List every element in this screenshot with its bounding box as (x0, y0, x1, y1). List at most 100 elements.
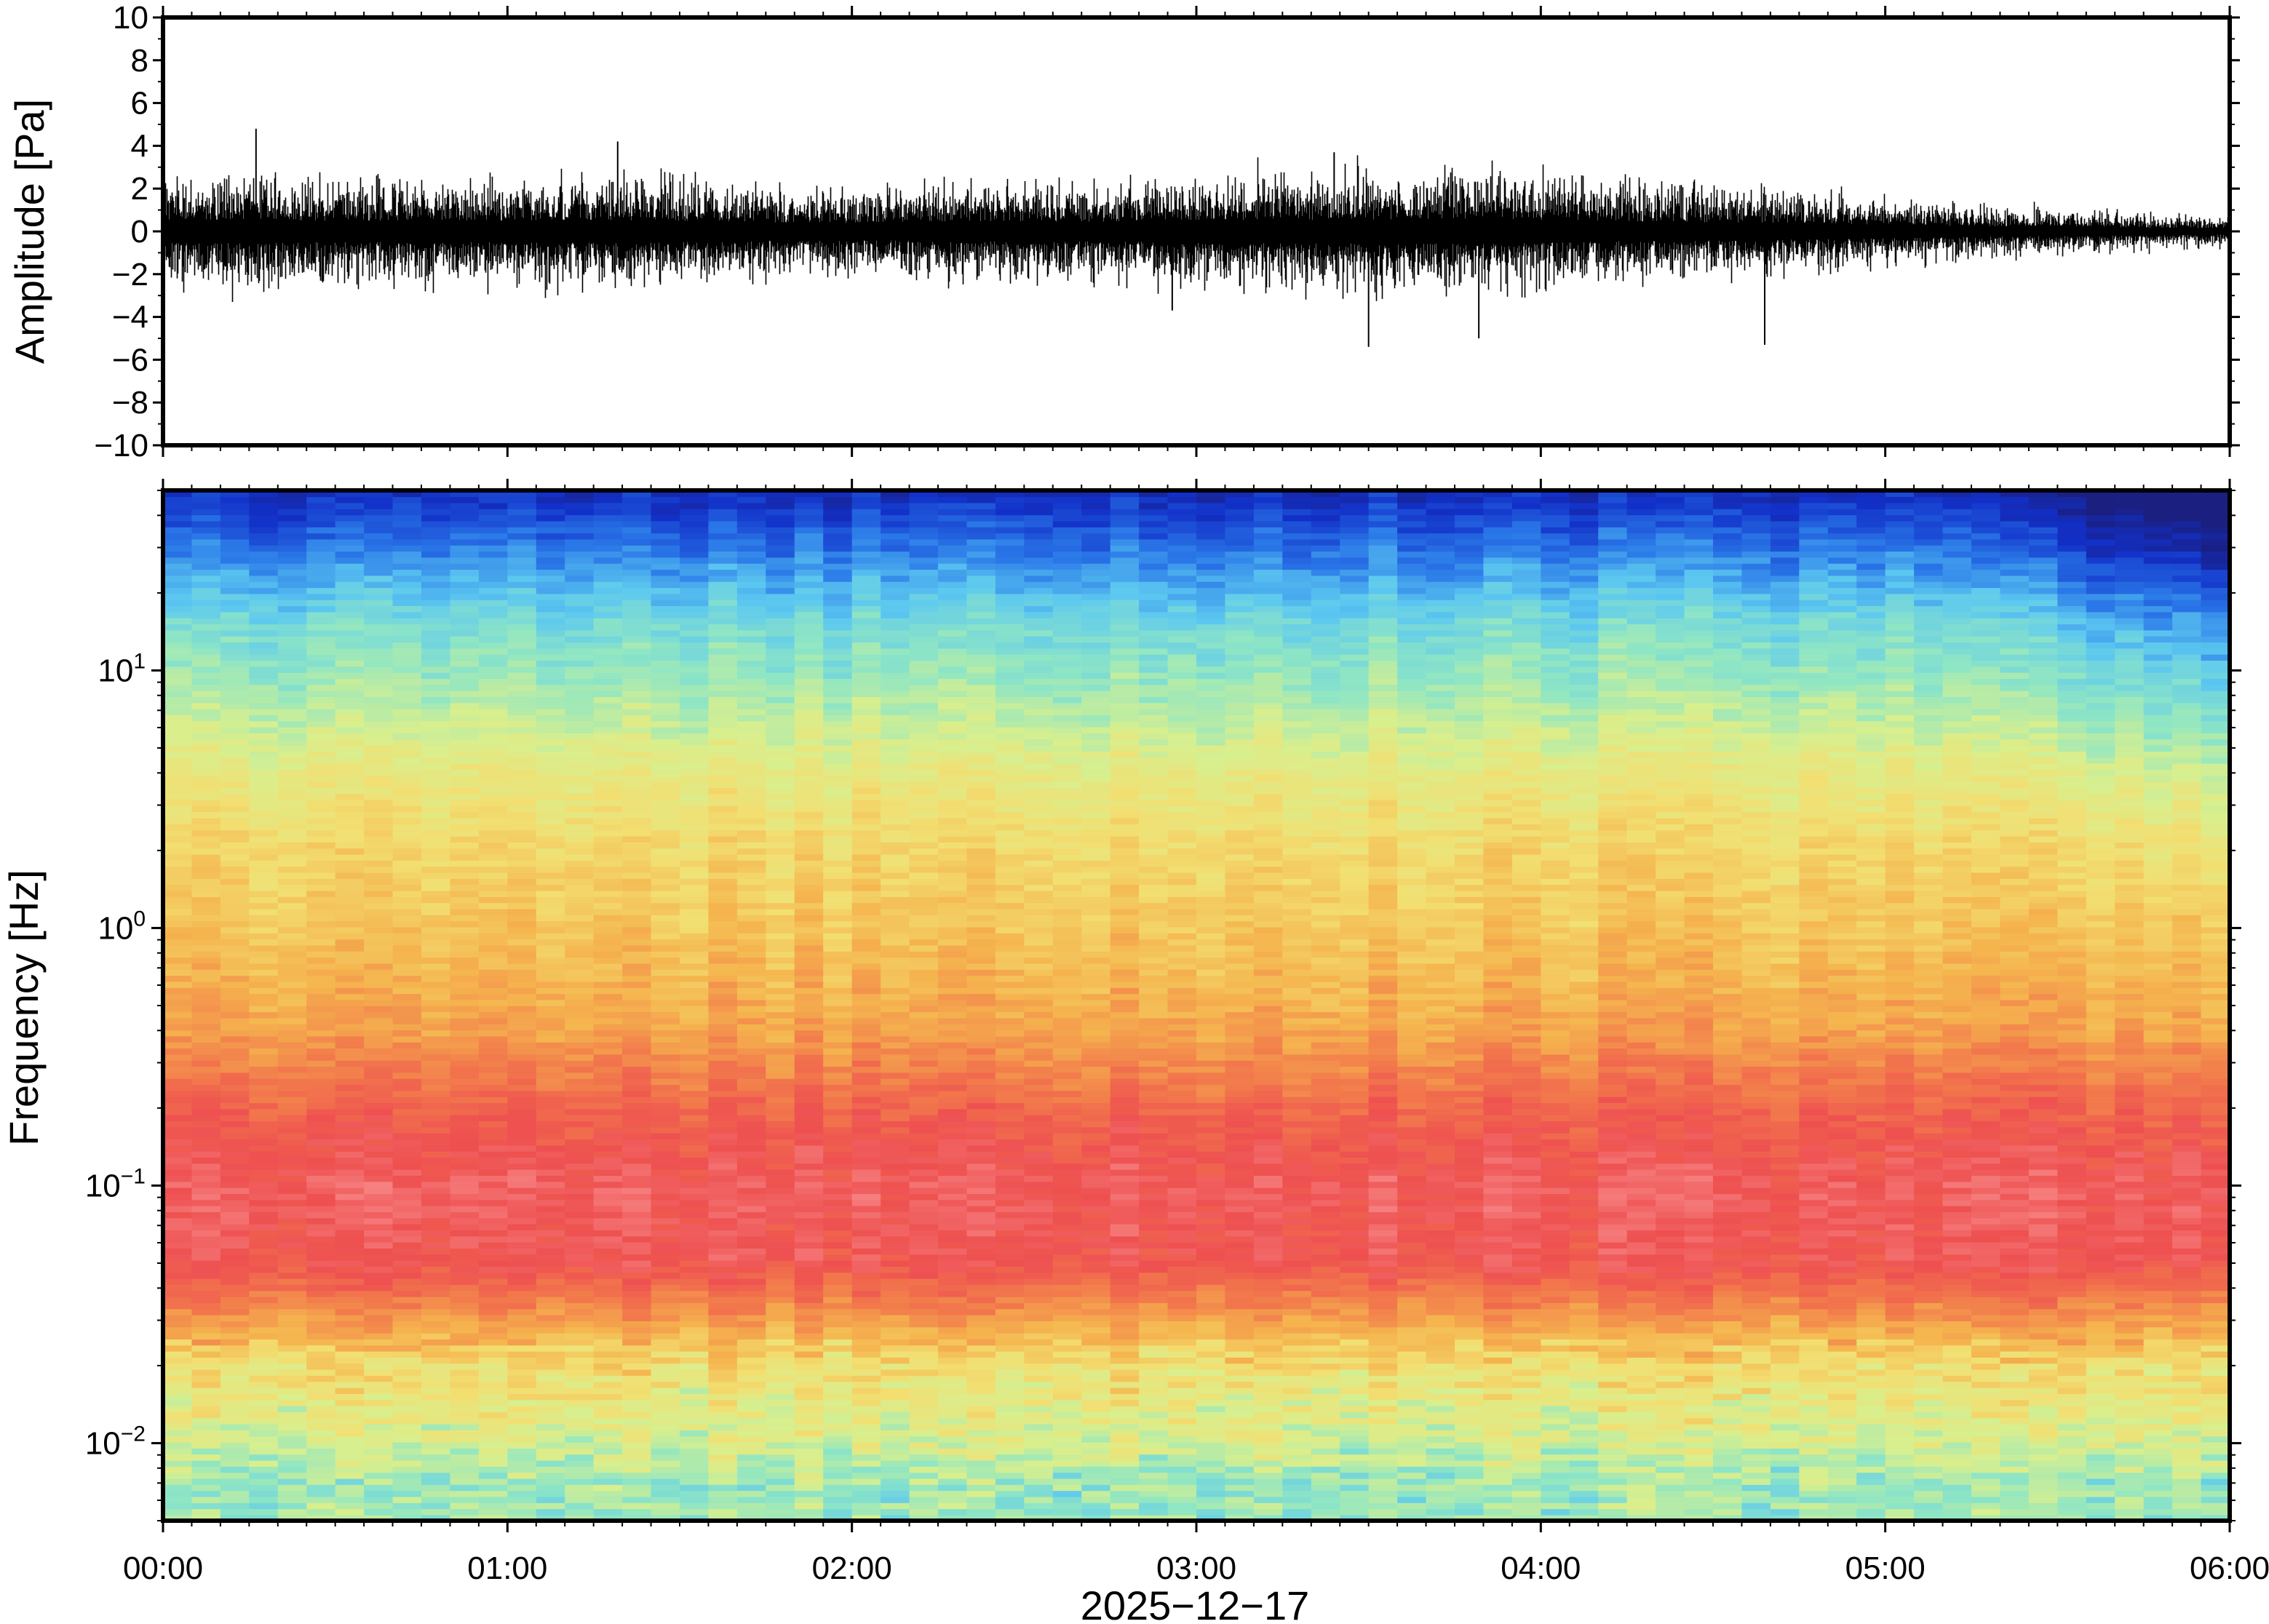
spectrogram-cell (909, 853, 939, 861)
spectrogram-cell (277, 1478, 308, 1485)
spectrogram-cell (680, 1030, 710, 1037)
spectrogram-cell (421, 1132, 451, 1140)
spectrogram-cell (277, 1181, 308, 1188)
spectrogram-cell (163, 1181, 193, 1188)
spectrogram-cell (249, 1035, 279, 1043)
spectrogram-cell (881, 514, 910, 522)
spectrogram-cell (277, 1441, 308, 1449)
spectrogram-cell (364, 1326, 394, 1334)
spectrogram-cell (938, 1030, 968, 1037)
spectrogram-cell (622, 1114, 652, 1122)
spectrogram-cell (536, 624, 566, 631)
spectrogram-cell (335, 605, 365, 613)
spectrogram-cell (249, 635, 279, 643)
spectrogram-cell (565, 999, 595, 1006)
spectrogram-cell (536, 1241, 566, 1249)
spectrogram-cell (851, 1175, 881, 1182)
spectrogram-cell (593, 1121, 623, 1128)
spectrogram-cell (249, 1230, 279, 1237)
spectrogram-cell (794, 1290, 824, 1297)
spectrogram-cell (680, 817, 710, 824)
spectrogram-cell (421, 1508, 451, 1516)
spectrogram-cell (277, 1490, 308, 1497)
spectrogram-cell (249, 1023, 279, 1031)
spectrogram-cell (249, 1132, 279, 1140)
spectrogram-cell (536, 696, 566, 704)
spectrogram-cell (421, 872, 451, 879)
spectrogram-cell (881, 1078, 910, 1086)
spectrogram-cell (622, 1248, 652, 1255)
spectrogram-cell (708, 575, 738, 582)
spectrogram-cell (364, 635, 394, 643)
spectrogram-cell (708, 605, 738, 613)
spectrogram-cell (191, 1381, 221, 1388)
spectrogram-cell (622, 562, 652, 570)
spectrogram-cell (450, 599, 480, 607)
spectrogram-cell (191, 1350, 221, 1358)
spectrogram-cell (651, 1114, 680, 1122)
spectrogram-cell (306, 629, 336, 637)
spectrogram-cell (163, 581, 193, 589)
spectrogram-cell (593, 866, 623, 873)
spectrogram-cell (536, 715, 566, 722)
spectrogram-cell (651, 684, 680, 691)
spectrogram-cell (392, 787, 422, 795)
spectrogram-cell (392, 835, 422, 843)
spectrogram-cell (565, 1084, 595, 1091)
spectrogram-cell (306, 581, 336, 589)
spectrogram-cell (881, 1430, 910, 1437)
spectrogram-cell (277, 908, 308, 915)
spectrogram-cell (536, 1211, 566, 1219)
spectrogram-cell (392, 726, 422, 733)
spectrogram-cell (736, 981, 767, 988)
spectrogram-cell (450, 490, 480, 498)
spectrogram-cell (680, 926, 710, 934)
spectrogram-cell (622, 908, 652, 915)
spectrogram-cell (249, 1308, 279, 1315)
spectrogram-cell (392, 715, 422, 722)
spectrogram-cell (421, 878, 451, 885)
spectrogram-cell (163, 1502, 193, 1510)
spectrogram-cell (593, 799, 623, 806)
spectrogram-cell (421, 1460, 451, 1467)
spectrogram-cell (766, 1490, 795, 1497)
spectrogram-cell (536, 872, 566, 879)
spectrogram-cell (450, 781, 480, 788)
spectrogram-cell (306, 824, 336, 831)
spectrogram-cell (478, 805, 509, 813)
spectrogram-cell (881, 526, 910, 534)
spectrogram-cell (536, 1350, 566, 1358)
spectrogram-cell (478, 799, 509, 806)
spectrogram-cell (565, 1484, 595, 1492)
spectrogram-cell (794, 1223, 824, 1230)
spectrogram-cell (593, 1205, 623, 1212)
spectrogram-cell (909, 999, 939, 1006)
spectrogram-cell (651, 915, 680, 922)
spectrogram-cell (163, 805, 193, 813)
spectrogram-cell (938, 1248, 968, 1255)
spectrogram-cell (909, 624, 939, 631)
spectrogram-cell (277, 1339, 308, 1346)
spectrogram-cell (851, 593, 881, 600)
spectrogram-cell (249, 617, 279, 625)
spectrogram-cell (364, 1423, 394, 1430)
spectrogram-cell (277, 926, 308, 934)
spectrogram-cell (593, 653, 623, 661)
spectrogram-cell (593, 957, 623, 964)
spectrogram-cell (823, 872, 853, 879)
spectrogram-cell (881, 1290, 910, 1297)
spectrogram-cell (392, 1423, 422, 1430)
spectrogram-cell (450, 1484, 480, 1492)
spectrogram-cell (306, 993, 336, 1000)
spectrogram-cell (565, 1150, 595, 1158)
spectrogram-cell (536, 708, 566, 715)
spectrogram-cell (823, 920, 853, 928)
spectrogram-cell (306, 805, 336, 813)
spectrogram-cell (938, 787, 968, 795)
spectrogram-cell (680, 617, 710, 625)
spectrogram-cell (794, 1006, 824, 1013)
spectrogram-cell (249, 1157, 279, 1164)
spectrogram-cell (249, 739, 279, 746)
spectrogram-cell (622, 1266, 652, 1273)
spectrogram-cell (478, 751, 509, 758)
